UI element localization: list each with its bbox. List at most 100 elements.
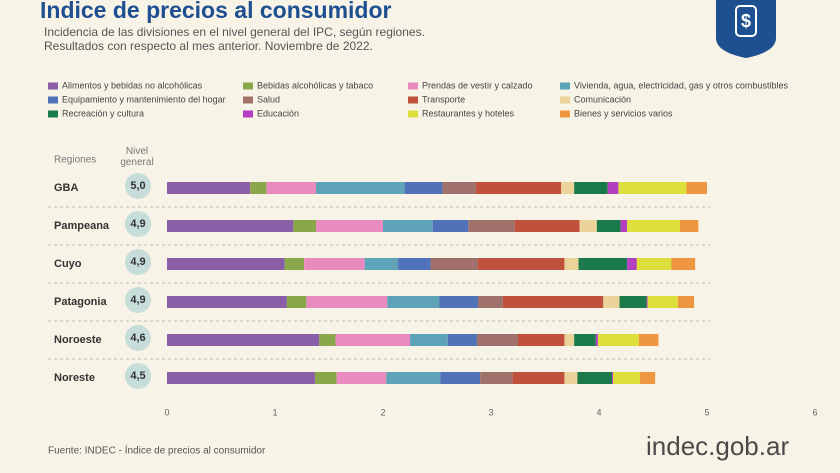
category-label: Pampeana (54, 220, 110, 232)
legend-label: Transporte (422, 94, 465, 104)
legend-label: Bebidas alcohólicas y tabaco (257, 80, 373, 90)
bar-segment (387, 296, 440, 308)
subtitle: Incidencia de las divisiones en el nivel… (44, 25, 425, 39)
logo-shield (716, 0, 776, 58)
bar-segment (167, 182, 251, 194)
x-tick-label: 1 (272, 407, 277, 417)
level-badge (125, 211, 151, 237)
bar-segment (627, 220, 680, 232)
bar-segment (677, 296, 695, 308)
category-label: Patagonia (54, 296, 107, 308)
x-tick-label: 0 (164, 407, 169, 417)
bar-segment (319, 334, 336, 346)
bar-segment (636, 258, 672, 270)
legend-swatch (243, 110, 253, 118)
bar-segment (647, 296, 678, 308)
level-label: 4,9 (130, 218, 145, 230)
level-badge (125, 173, 151, 199)
bar-segment (316, 182, 405, 194)
chart-title: Indice de precios al consumidor (40, 0, 392, 23)
bar-segment (398, 258, 431, 270)
bar-segment (619, 296, 647, 308)
bar-segment (596, 220, 621, 232)
bar-segment (574, 182, 608, 194)
bar-segment (468, 220, 515, 232)
bar-segment (167, 334, 320, 346)
legend-label: Recreación y cultura (62, 108, 144, 118)
legend-label: Alimentos y bebidas no alcohólicas (62, 80, 203, 90)
bar-segment (286, 296, 307, 308)
bar-segment (430, 258, 479, 270)
bar-segment (574, 334, 596, 346)
legend-swatch (408, 82, 418, 90)
bar-segment (364, 258, 399, 270)
logo-symbol: $ (741, 11, 751, 31)
bar-segment (603, 296, 620, 308)
level-label: 4,9 (130, 294, 145, 306)
category-label: GBA (54, 182, 79, 194)
legend-label: Restaurantes y hoteles (422, 108, 515, 118)
category-label: Noreste (54, 372, 95, 384)
legend-label: Prendas de vestir y calzado (422, 80, 533, 90)
legend-label: Comunicación (574, 94, 631, 104)
bar-segment (306, 296, 388, 308)
bar-segment (512, 372, 565, 384)
x-tick-label: 3 (488, 407, 493, 417)
x-tick-label: 6 (812, 407, 817, 417)
bar-segment (167, 296, 287, 308)
bar-segment (293, 220, 317, 232)
x-tick-label: 4 (596, 407, 601, 417)
level-label: 5,0 (130, 180, 145, 192)
level-badge (125, 287, 151, 313)
bar-segment (680, 220, 699, 232)
legend-swatch (48, 110, 58, 118)
category-label: Noroeste (54, 334, 102, 346)
bar-segment (250, 182, 267, 194)
bar-segment (611, 372, 614, 384)
bar-segment (167, 220, 294, 232)
bar-segment (314, 372, 337, 384)
level-label: 4,9 (130, 256, 145, 268)
bar-segment (442, 182, 476, 194)
level-label: 4,5 (130, 370, 145, 382)
bar-segment (304, 258, 365, 270)
legend-swatch (48, 96, 58, 104)
bar-segment (316, 220, 383, 232)
bar-segment (478, 258, 565, 270)
bar-segment (577, 372, 612, 384)
bar-segment (502, 296, 604, 308)
bar-segment (671, 258, 696, 270)
bar-segment (386, 372, 441, 384)
bar-segment (686, 182, 707, 194)
x-tick-label: 2 (380, 407, 385, 417)
bar-segment (564, 334, 575, 346)
bar-segment (404, 182, 443, 194)
bar-segment (167, 258, 285, 270)
legend-swatch (243, 96, 253, 104)
level-badge (125, 325, 151, 351)
column-header: Nivel general (120, 146, 154, 168)
legend-label: Educación (257, 108, 299, 118)
subtitle: Resultados con respecto al mes anterior.… (44, 39, 373, 53)
legend-label: Equipamiento y mantenimiento del hogar (62, 94, 226, 104)
bar-segment (475, 182, 562, 194)
bar-segment (561, 182, 575, 194)
bar-segment (432, 220, 469, 232)
legend-swatch (560, 82, 570, 90)
bar-segment (627, 258, 637, 270)
bar-segment (266, 182, 317, 194)
bar-segment (595, 334, 598, 346)
bar-segment (597, 334, 639, 346)
bar-segment (439, 296, 479, 308)
bar-segment (564, 258, 579, 270)
bar-segment (440, 372, 481, 384)
bar-segment (646, 296, 648, 308)
legend-swatch (48, 82, 58, 90)
bar-segment (578, 258, 628, 270)
bar-segment (638, 334, 659, 346)
bar-segment (478, 296, 503, 308)
logo-icon (735, 5, 757, 37)
legend-swatch (408, 96, 418, 104)
bar-segment (579, 220, 597, 232)
bar-segment (618, 182, 687, 194)
